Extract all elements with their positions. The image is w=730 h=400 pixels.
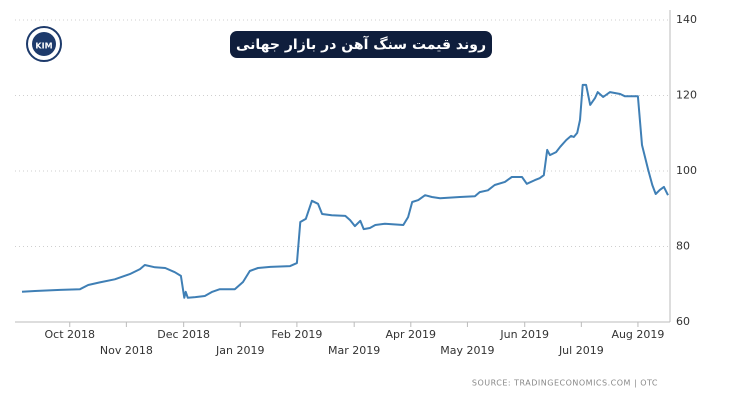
y-tick-label: 60 xyxy=(676,315,690,328)
x-tick-label: Mar 2019 xyxy=(328,344,380,357)
logo: KIM xyxy=(26,26,62,62)
x-tick-label: Dec 2018 xyxy=(157,328,210,341)
x-tick-label: Apr 2019 xyxy=(386,328,437,341)
x-tick-label: May 2019 xyxy=(440,344,494,357)
price-line xyxy=(21,83,669,299)
x-tick-label: Feb 2019 xyxy=(271,328,322,341)
title-box xyxy=(230,31,492,58)
y-tick-label: 120 xyxy=(676,89,697,102)
x-tick-label: Oct 2018 xyxy=(44,328,95,341)
source: SOURCE: TRADINGECONOMICS.COM | OTC xyxy=(472,379,658,388)
y-tick-label: 140 xyxy=(676,13,697,26)
logo-core xyxy=(32,32,56,56)
x-tick-label: Jun 2019 xyxy=(499,328,549,341)
logo-text: KIM xyxy=(35,42,52,51)
x-tick-label: Nov 2018 xyxy=(100,344,153,357)
x-tick-label: Aug 2019 xyxy=(611,328,664,341)
y-tick-label: 80 xyxy=(676,240,690,253)
x-tick-label: Jul 2019 xyxy=(558,344,604,357)
x-tick-label: Jan 2019 xyxy=(215,344,264,357)
y-tick-label: 100 xyxy=(676,164,697,177)
chart-title: روند قیمت سنگ آهن در بازار جهانی xyxy=(236,35,486,53)
